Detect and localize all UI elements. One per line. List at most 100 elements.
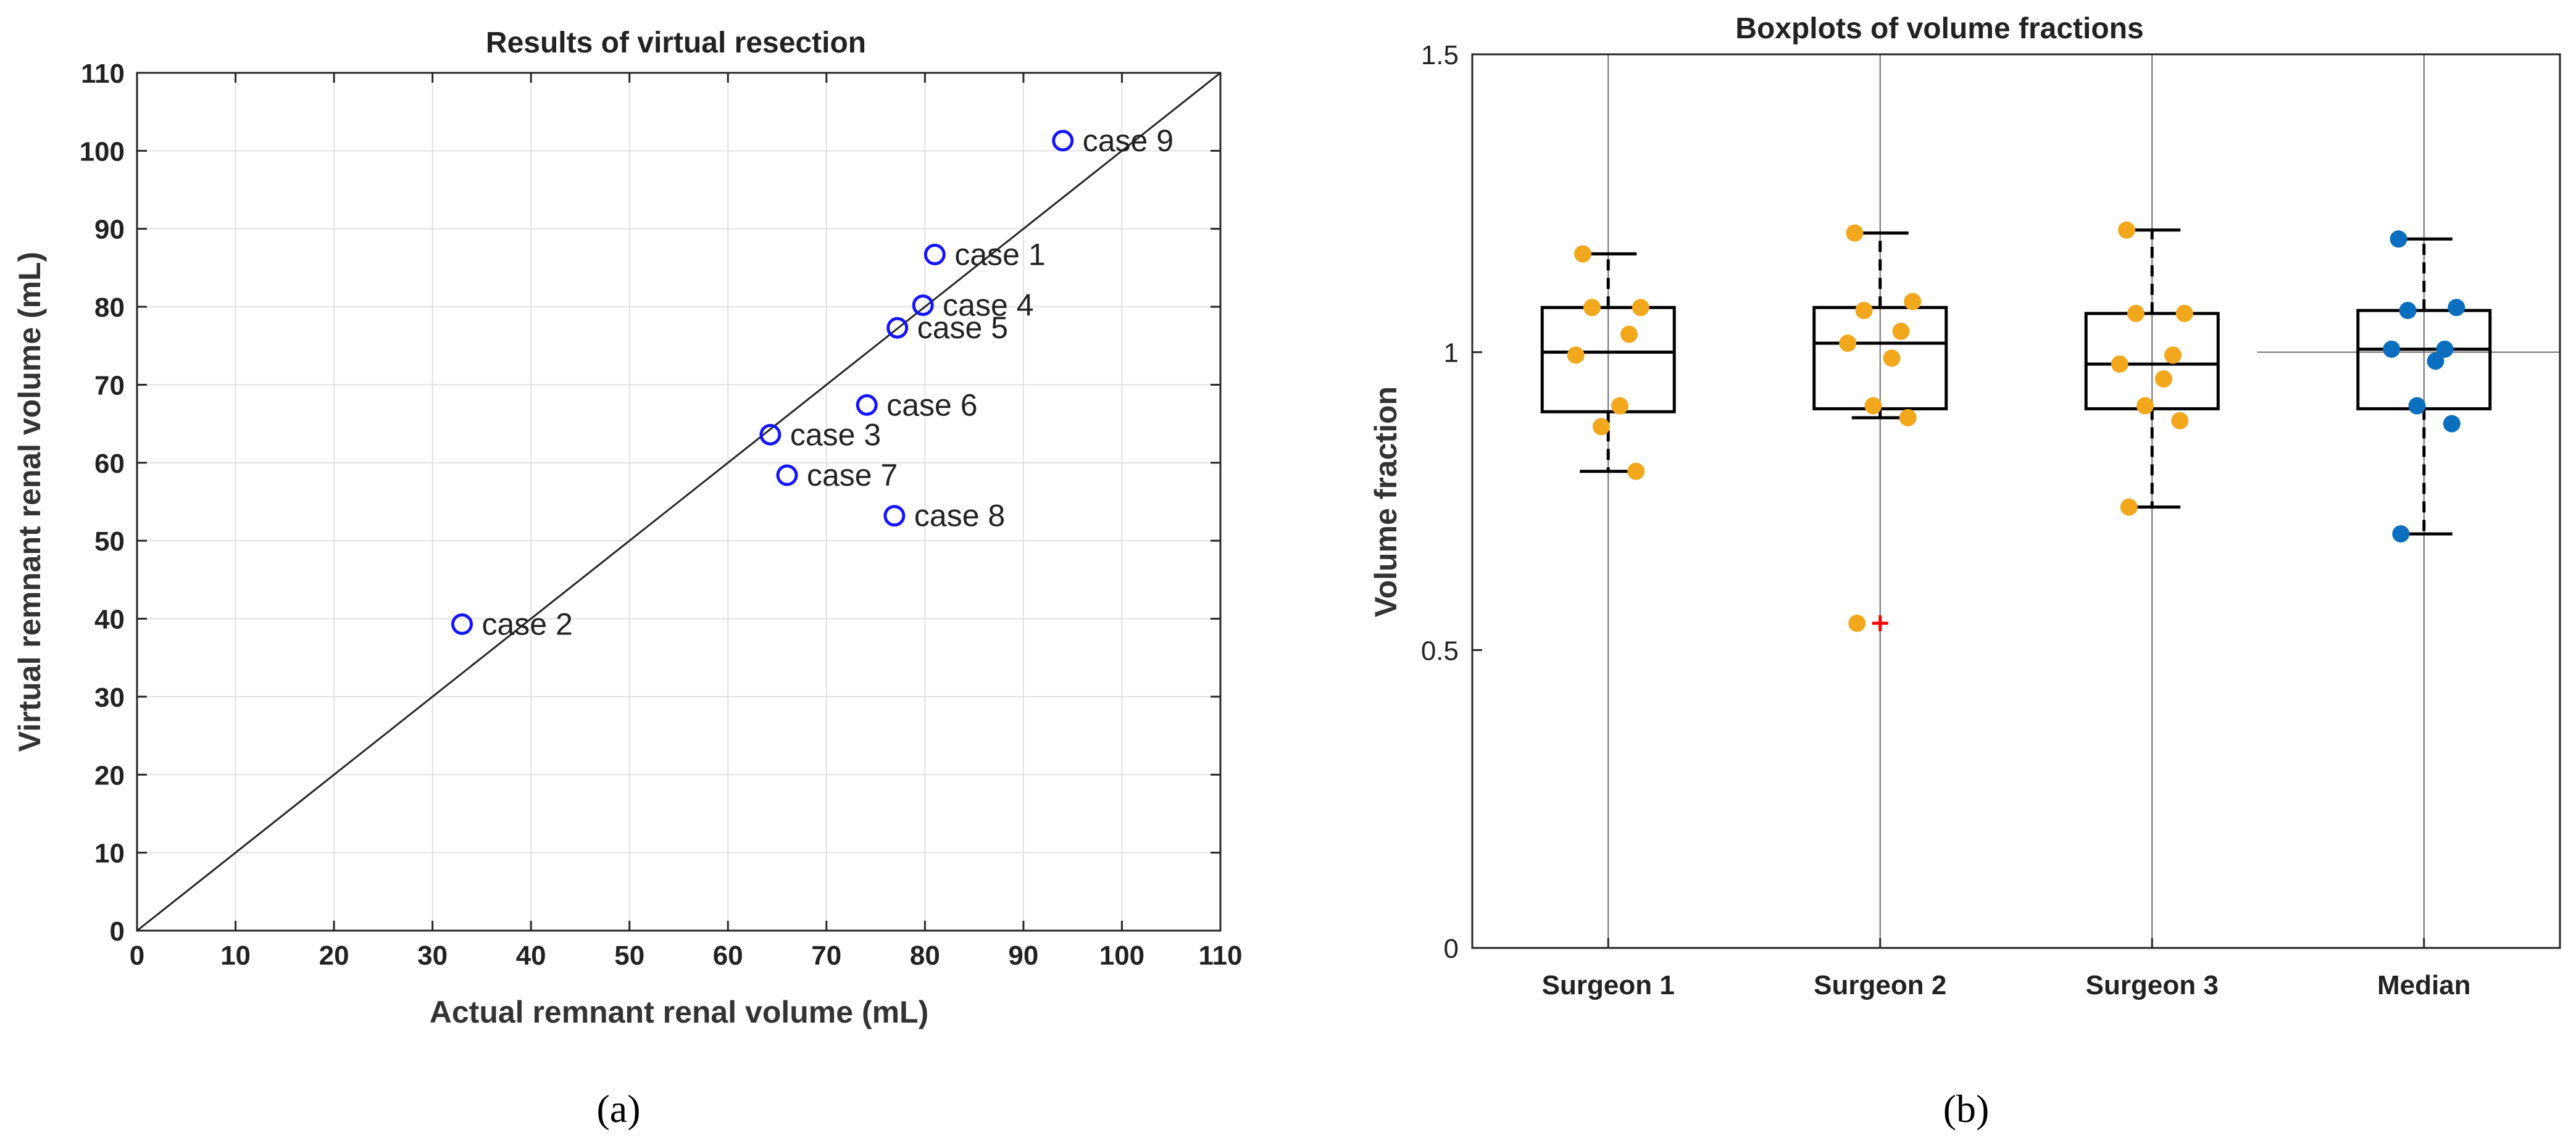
data-point [1892,322,1910,340]
data-point [1864,397,1882,415]
panel-label-a: (a) [596,1087,640,1131]
point-label: case 3 [790,417,881,452]
data-point [2164,346,2182,364]
y-tick-label: 100 [80,136,125,167]
data-point [2171,412,2189,430]
boxplot-plot-area [1471,53,2561,949]
box-3 [2084,221,2220,516]
panel-label-b: (b) [1943,1087,1990,1131]
x-tick-label: 40 [516,941,546,971]
data-point [2390,230,2407,248]
data-point [883,505,906,527]
point-label: case 5 [917,310,1008,345]
x-tick-label: 10 [220,941,251,971]
data-point [1632,299,1649,317]
data-point [759,423,782,446]
boxplot-x-ticks: Surgeon 1 Surgeon 2 Surgeon 3 Median [1542,938,2471,1000]
x-tick-label: 0 [130,941,144,971]
data-point [2175,304,2193,322]
box-4 [2356,230,2492,543]
boxplot-boxes [1540,221,2492,632]
data-point [2383,340,2401,358]
data-point [2120,498,2138,516]
data-point [1839,334,1857,352]
box-1 [1540,245,1676,480]
data-point [1846,224,1864,242]
scatter-y-ticks: 0 10 20 30 40 50 60 70 80 90 100 110 [80,59,1220,947]
y-tick-label: 110 [81,59,125,89]
data-point [2155,370,2172,388]
data-point [1574,245,1591,263]
data-point [886,317,909,339]
data-point [2136,397,2154,415]
y-tick-label: 20 [94,760,125,791]
y-tick-label: 70 [94,370,125,401]
scatter-x-ticks: 0 10 20 30 40 50 60 70 80 90 100 110 [130,73,1243,971]
data-point [1855,302,1873,320]
data-point [2127,304,2145,322]
x-tick-label: 110 [1199,941,1243,971]
data-point [1904,293,1922,310]
data-point [2427,352,2445,370]
box-2 [1812,224,1948,632]
point-label: case 8 [914,499,1005,533]
x-tick-label: 100 [1099,941,1144,971]
y-tick-label: 0 [110,916,125,947]
data-point [2111,355,2128,373]
scatter-plot-area [136,72,1222,932]
data-point [1899,409,1917,426]
x-tick-label: Surgeon 3 [2086,970,2219,1000]
y-tick-label: 0.5 [1421,636,1459,666]
scatter-chart: Results of virtual resection 0 10 20 30 40 50… [12,27,1242,1131]
boxplot-chart: Boxplots of volume fractions 0 0.5 1 1.5 Su… [1369,12,2561,1131]
x-tick-label: 90 [1008,941,1038,971]
data-point [856,394,878,416]
point-label: case 7 [807,458,898,492]
data-point [912,294,934,317]
data-point [1583,299,1601,317]
data-point [1593,418,1610,436]
data-point [2443,415,2461,433]
point-label: case 4 [943,288,1033,323]
point-label: case 1 [954,237,1045,272]
data-point [1848,614,1866,632]
boxplot-grid [1607,54,2560,948]
x-tick-label: 30 [417,941,448,971]
scatter-title: Results of virtual resection [486,27,866,59]
data-point [2118,221,2135,239]
y-tick-label: 30 [94,683,125,713]
y-tick-label: 90 [94,215,125,245]
y-tick-label: 60 [94,449,125,479]
point-label: case 2 [482,607,573,641]
data-point [923,243,946,265]
scatter-x-label: Actual remnant renal volume (mL) [430,995,929,1029]
point-label: case 9 [1083,123,1173,158]
data-point [2399,302,2417,320]
data-point [1883,349,1901,367]
data-point [1620,325,1638,343]
data-point [2408,397,2426,415]
y-tick-label: 80 [94,293,125,323]
x-tick-label: 50 [614,941,644,971]
x-tick-label: Median [2377,970,2471,1000]
scatter-y-label: Virtual remnant renal volume (mL) [12,252,47,752]
x-tick-label: 60 [713,941,743,971]
boxplot-y-label: Volume fraction [1369,386,1403,617]
y-tick-label: 40 [94,605,125,635]
data-point [776,464,798,486]
boxplot-y-ticks: 0 0.5 1 1.5 [1421,40,1482,964]
y-tick-label: 0 [1444,934,1459,964]
x-tick-label: Surgeon 1 [1542,970,1675,1000]
boxplot-title: Boxplots of volume fractions [1735,12,2143,45]
y-tick-label: 1.5 [1421,40,1459,70]
y-tick-label: 1 [1444,338,1459,368]
y-tick-label: 10 [94,839,125,869]
x-tick-label: 70 [811,941,841,971]
data-point [1627,462,1645,480]
point-label: case 6 [886,388,977,422]
y-tick-label: 50 [94,526,125,557]
data-point [2392,525,2410,543]
data-point [1052,130,1074,152]
